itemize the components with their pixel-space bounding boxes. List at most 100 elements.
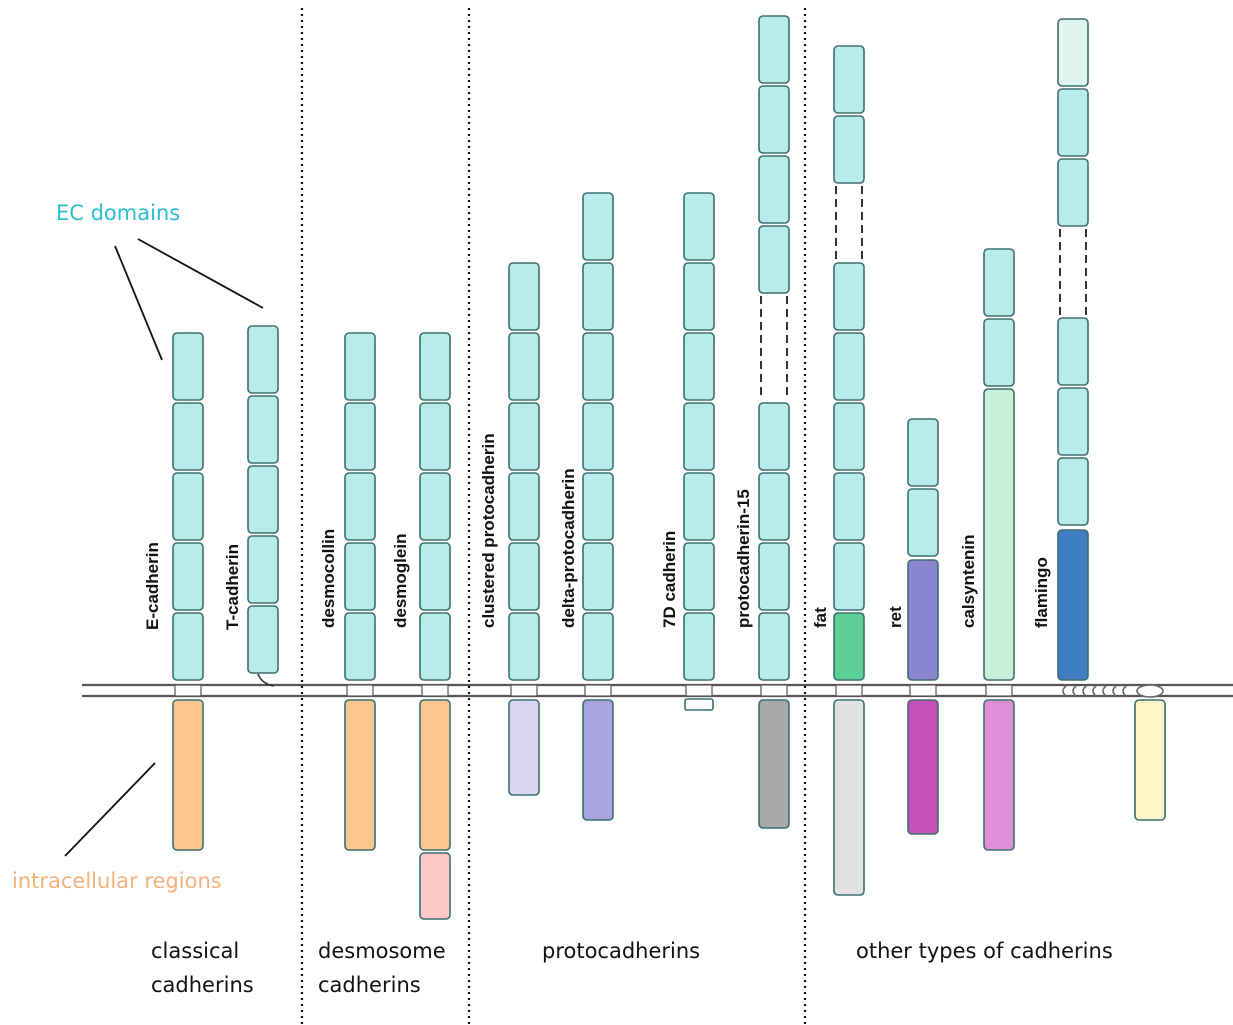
protein-ret	[907, 418, 939, 835]
ec-domain	[1057, 158, 1089, 227]
ec-domain	[683, 332, 715, 401]
transmembrane-segment	[835, 684, 863, 697]
ec-domain	[683, 262, 715, 331]
ec-domain	[344, 402, 376, 471]
cysteine-rich-domain	[907, 559, 939, 681]
ec-domains-annotation: EC domains	[56, 201, 180, 225]
ec-domain	[508, 542, 540, 611]
ec-domain	[172, 402, 204, 471]
ec-domain	[683, 402, 715, 471]
ec-domain	[172, 612, 204, 681]
transmembrane-segment	[985, 684, 1013, 697]
group-label-classical: classical	[151, 939, 239, 963]
protein-label: 7D cadherin	[660, 531, 679, 628]
ec-domain	[247, 395, 279, 464]
protein-label: fat	[811, 607, 830, 628]
protein-7d-cadherin	[683, 192, 715, 711]
ec-domain	[1057, 18, 1089, 87]
ec-domain	[833, 115, 865, 184]
protein-protocadherin-15	[758, 15, 790, 829]
ec-domain	[758, 612, 790, 681]
group-label-desmosome: cadherins	[318, 973, 421, 997]
intracellular-region	[344, 699, 376, 851]
transmembrane-segment	[421, 684, 449, 697]
protein-label: ret	[886, 606, 905, 628]
ec-domain	[508, 402, 540, 471]
ec-domain	[344, 472, 376, 541]
ec-domain	[833, 542, 865, 611]
ec-domain	[582, 542, 614, 611]
ec-domain	[582, 262, 614, 331]
transmembrane-segment	[584, 684, 612, 697]
ec-domain	[758, 472, 790, 541]
ec-domain	[983, 318, 1015, 387]
ec-domain	[419, 472, 451, 541]
protein-e-cadherin	[172, 332, 204, 851]
transmembrane-segment	[174, 684, 202, 697]
annotation-pointer	[137, 238, 264, 309]
group-label-classical: cadherins	[151, 973, 254, 997]
protein-label: clustered protocadherin	[479, 433, 498, 628]
group-label-desmosome: desmosome	[318, 939, 446, 963]
ec-domain	[247, 325, 279, 394]
intracellular-regions-annotation: intracellular regions	[12, 869, 222, 893]
protein-clustered-protocadherin	[508, 262, 540, 796]
ec-domain	[907, 488, 939, 557]
protein-label: flamingo	[1032, 557, 1051, 628]
ec-domain	[758, 542, 790, 611]
ec-domain	[758, 402, 790, 471]
ec-domain	[683, 192, 715, 261]
intracellular-region	[1134, 699, 1166, 821]
ec-domain	[344, 612, 376, 681]
ec-domain	[582, 612, 614, 681]
ec-domain	[907, 418, 939, 487]
ec-domain	[508, 472, 540, 541]
protein-label: E-cadherin	[143, 542, 162, 630]
ec-domain	[1057, 88, 1089, 157]
intracellular-region	[758, 699, 790, 829]
intracellular-region	[582, 699, 614, 821]
ec-domain	[582, 192, 614, 261]
ec-domain	[758, 155, 790, 224]
ec-domain	[172, 332, 204, 401]
seven-pass-transmembrane	[1062, 684, 1164, 698]
protein-desmocollin	[344, 332, 376, 851]
ec-domain	[582, 472, 614, 541]
egf-laminin-domain	[1057, 529, 1089, 681]
transmembrane-segment	[909, 684, 937, 697]
ec-domain	[582, 332, 614, 401]
ec-domain	[833, 472, 865, 541]
intracellular-region	[508, 699, 540, 796]
group-label-protocadherins: protocadherins	[542, 939, 700, 963]
ec-domain	[983, 248, 1015, 317]
transmembrane-segment	[685, 684, 713, 697]
laminin-egf-domain	[833, 612, 865, 681]
ec-domain	[419, 332, 451, 401]
protein-label: desmocollin	[319, 529, 338, 628]
protein-label: protocadherin-15	[734, 489, 753, 628]
extracellular-region	[983, 388, 1015, 681]
ec-domain	[419, 402, 451, 471]
ec-domain	[833, 402, 865, 471]
ec-domain	[344, 542, 376, 611]
protein-fat	[833, 45, 865, 896]
ec-domain	[683, 472, 715, 541]
ec-domain	[344, 332, 376, 401]
ec-domain	[683, 542, 715, 611]
intracellular-region	[419, 852, 451, 920]
protein-label: T-cadherin	[223, 544, 242, 630]
ec-domain	[508, 262, 540, 331]
protein-delta-protocadherin	[582, 192, 614, 821]
protein-calsyntenin	[983, 248, 1015, 851]
ec-domain	[582, 402, 614, 471]
ec-domain	[172, 472, 204, 541]
intracellular-region	[684, 698, 714, 711]
annotation-pointer	[64, 762, 156, 857]
ec-domain	[758, 225, 790, 294]
ec-domain	[247, 535, 279, 604]
ec-domain	[247, 605, 279, 674]
protein-label: desmoglein	[391, 534, 410, 628]
ec-domain	[758, 15, 790, 84]
ec-domain	[508, 612, 540, 681]
